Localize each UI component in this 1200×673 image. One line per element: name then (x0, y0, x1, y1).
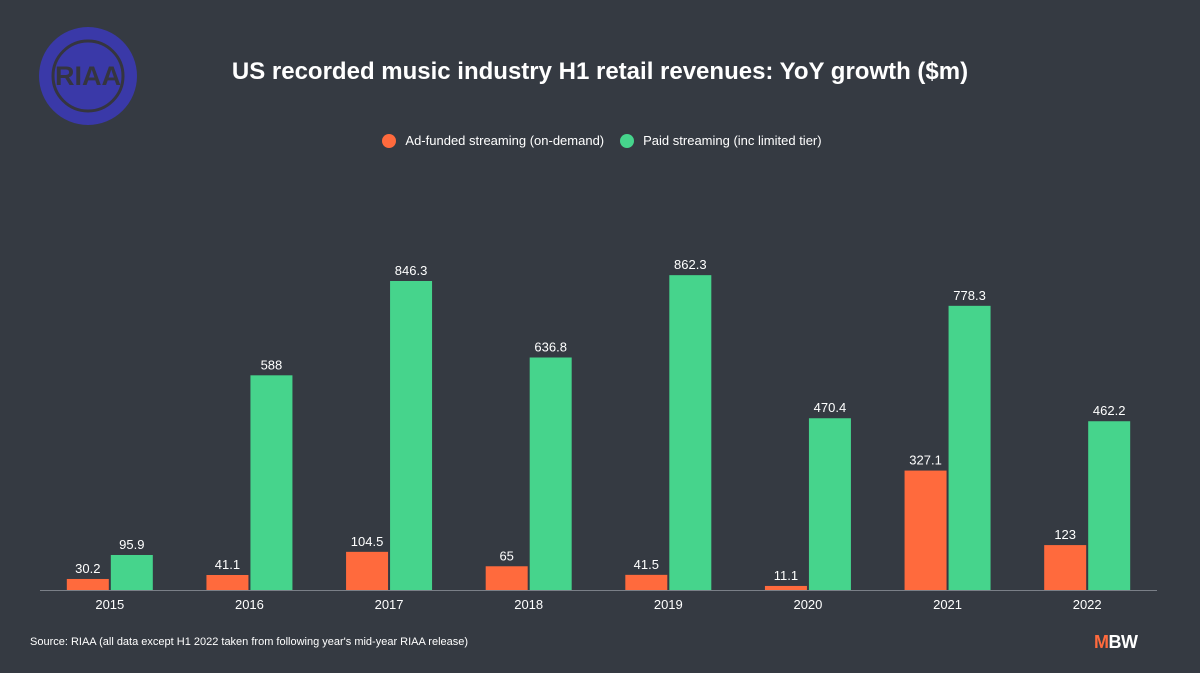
legend-item-paid[interactable]: Paid streaming (inc limited tier) (620, 133, 822, 148)
data-label-ad-funded-2022: 123 (1054, 527, 1076, 542)
legend-label-paid: Paid streaming (inc limited tier) (643, 133, 822, 148)
bar-ad-funded-2015 (66, 578, 109, 590)
bar-paid-2015 (110, 554, 153, 590)
data-label-ad-funded-2018: 65 (499, 548, 513, 563)
x-tick-label-2015: 2015 (95, 597, 124, 612)
legend-swatch-ad-funded (382, 133, 397, 148)
data-label-paid-2020: 470.4 (814, 400, 847, 415)
riaa-logo-text: RIAA (55, 61, 121, 91)
chart-legend: Ad-funded streaming (on-demand) Paid str… (0, 133, 1200, 148)
bar-ad-funded-2018 (485, 566, 528, 590)
bar-paid-2019 (669, 275, 712, 590)
data-label-paid-2022: 462.2 (1093, 403, 1126, 418)
source-note: Source: RIAA (all data except H1 2022 ta… (30, 636, 469, 648)
data-label-paid-2018: 636.8 (534, 339, 567, 354)
data-label-ad-funded-2016: 41.1 (215, 557, 240, 572)
bar-paid-2020 (808, 418, 851, 590)
legend-label-ad-funded: Ad-funded streaming (on-demand) (405, 133, 605, 148)
bar-ad-funded-2019 (625, 574, 668, 590)
x-tick-label-2017: 2017 (375, 597, 404, 612)
x-tick-label-2019: 2019 (654, 597, 683, 612)
bar-ad-funded-2021 (904, 470, 947, 590)
x-tick-label-2022: 2022 (1073, 597, 1102, 612)
bar-ad-funded-2016 (206, 574, 249, 590)
bar-paid-2017 (390, 281, 433, 590)
bar-paid-2022 (1088, 421, 1131, 590)
data-label-paid-2016: 588 (261, 357, 283, 372)
chart-title: US recorded music industry H1 retail rev… (231, 58, 969, 85)
x-tick-label-2021: 2021 (933, 597, 962, 612)
riaa-logo: RIAA (39, 27, 137, 125)
mbw-brand-bw: BW (1108, 632, 1139, 652)
bar-ad-funded-2022 (1044, 545, 1087, 590)
mbw-brand-logo: MBW (1094, 632, 1138, 653)
data-label-paid-2019: 862.3 (674, 257, 707, 272)
x-tick-label-2016: 2016 (235, 597, 264, 612)
data-label-ad-funded-2020: 11.1 (774, 568, 798, 583)
bar-paid-2021 (948, 305, 991, 590)
data-label-ad-funded-2021: 327.1 (909, 453, 942, 468)
legend-swatch-paid (620, 133, 635, 148)
x-tick-label-2018: 2018 (514, 597, 543, 612)
bar-ad-funded-2017 (346, 551, 389, 590)
data-label-ad-funded-2019: 41.5 (634, 557, 659, 572)
data-label-paid-2017: 846.3 (395, 263, 428, 278)
mbw-brand-m: M (1094, 632, 1109, 652)
bar-paid-2018 (529, 357, 572, 590)
data-label-paid-2015: 95.9 (119, 537, 144, 552)
data-label-paid-2021: 778.3 (953, 288, 986, 303)
bar-ad-funded-2020 (764, 585, 807, 590)
bar-paid-2016 (250, 375, 293, 590)
data-label-ad-funded-2015: 30.2 (75, 561, 100, 576)
x-tick-label-2020: 2020 (793, 597, 822, 612)
data-label-ad-funded-2017: 104.5 (351, 534, 384, 549)
legend-item-ad-funded[interactable]: Ad-funded streaming (on-demand) (382, 133, 604, 148)
